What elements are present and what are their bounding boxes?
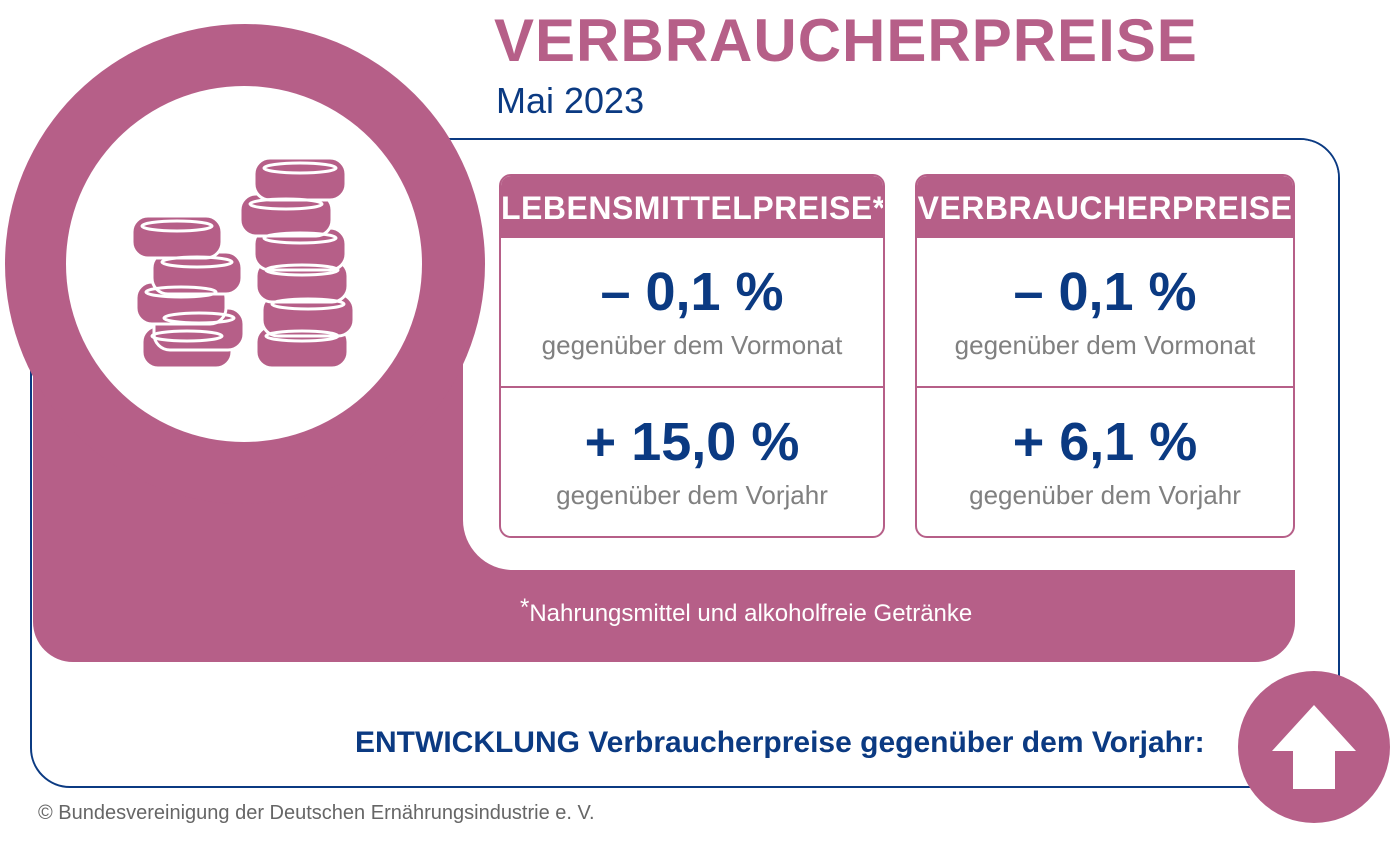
footnote-marker: *: [520, 594, 530, 621]
coins-icon: [130, 156, 356, 370]
month-change-label: gegenüber dem Vormonat: [954, 330, 1256, 360]
footnote: *Nahrungsmittel und alkoholfreie Getränk…: [520, 594, 973, 628]
food-prices-card: LEBENSMITTELPREISE* – 0,1 % gegenüber de…: [499, 174, 885, 538]
year-change-value: + 6,1 %: [1012, 412, 1198, 472]
arrow-up-icon: [1272, 705, 1356, 789]
year-change-label: gegenüber dem Vorjahr: [556, 480, 828, 510]
consumer-prices-card: VERBRAUCHERPREISE – 0,1 % gegenüber dem …: [915, 174, 1295, 538]
month-change-value: – 0,1 %: [600, 262, 784, 322]
year-change-row: + 6,1 % gegenüber dem Vorjahr: [917, 388, 1293, 536]
icon-circle-inner: [66, 86, 422, 442]
period-subtitle: Mai 2023: [496, 80, 645, 121]
copyright: © Bundesvereinigung der Deutschen Ernähr…: [38, 802, 595, 824]
year-change-value: + 15,0 %: [584, 412, 800, 472]
month-change-value: – 0,1 %: [1013, 262, 1197, 322]
outer-frame: [30, 138, 1340, 788]
month-change-row: – 0,1 % gegenüber dem Vormonat: [501, 238, 883, 388]
page-title: VERBRAUCHERPREISE: [494, 7, 1198, 74]
card-heading: VERBRAUCHERPREISE: [917, 176, 1293, 238]
year-change-label: gegenüber dem Vorjahr: [969, 480, 1241, 510]
month-change-row: – 0,1 % gegenüber dem Vormonat: [917, 238, 1293, 388]
month-change-label: gegenüber dem Vormonat: [541, 330, 843, 360]
year-change-row: + 15,0 % gegenüber dem Vorjahr: [501, 388, 883, 536]
trend-indicator: [1238, 671, 1390, 823]
footnote-text: Nahrungsmittel und alkoholfreie Getränke: [529, 600, 973, 627]
card-heading: LEBENSMITTELPREISE*: [501, 176, 883, 238]
trend-label: ENTWICKLUNG Verbraucherpreise gegenüber …: [355, 726, 1205, 759]
